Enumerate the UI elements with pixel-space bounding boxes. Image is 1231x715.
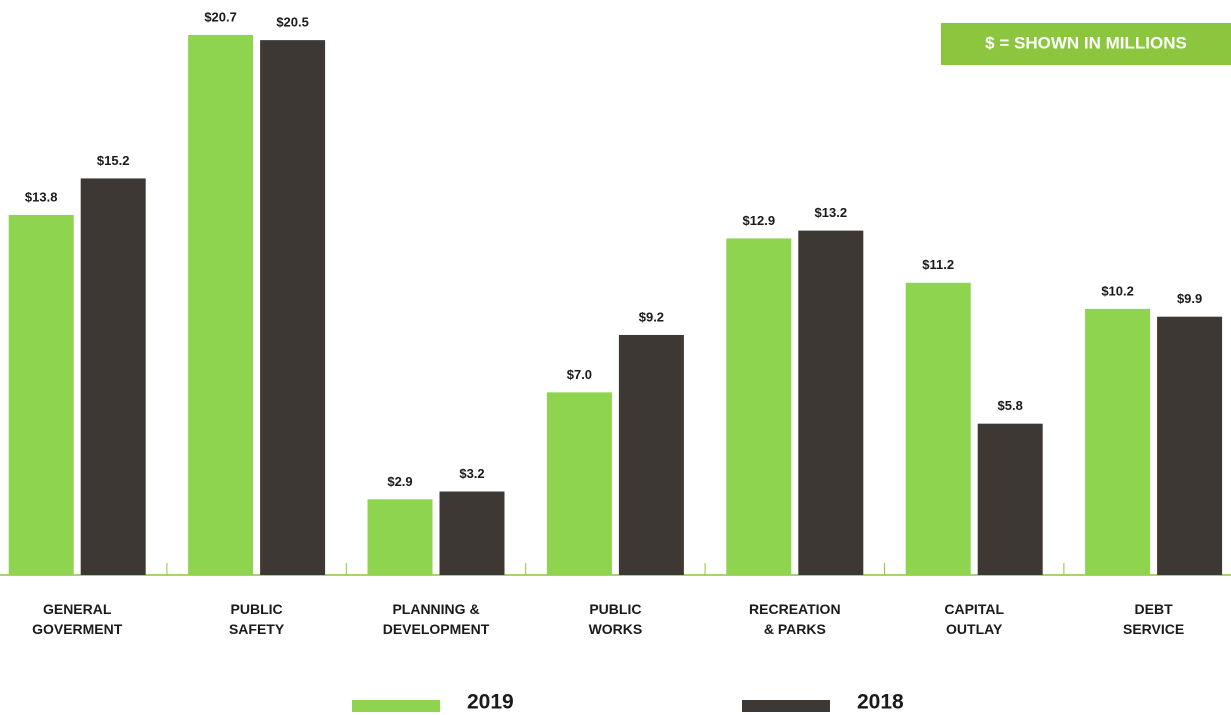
annotation-badge: [941, 23, 1231, 65]
bar: [798, 230, 864, 575]
bar: [1085, 308, 1151, 575]
bar: [439, 491, 505, 575]
x-tick-label: RECREATION & PARKS: [749, 601, 841, 637]
x-tick-label: CAPITAL OUTLAY: [944, 601, 1004, 637]
bar: [188, 34, 254, 575]
x-tick-label: PUBLIC SAFETY: [229, 601, 285, 637]
value-label: $12.9: [743, 213, 776, 228]
bar: [905, 282, 971, 575]
value-label: $11.2: [922, 257, 954, 272]
x-tick-label: GENERAL GOVERMENT: [32, 601, 123, 637]
bar: [260, 40, 326, 576]
bar: [80, 178, 146, 575]
value-label: $9.2: [639, 309, 664, 324]
value-label: $5.8: [998, 398, 1023, 413]
value-label: $9.9: [1177, 291, 1202, 306]
x-tick-label: PLANNING & DEVELOPMENT: [383, 601, 490, 637]
x-tick-label: PUBLIC WORKS: [589, 601, 643, 637]
value-label: $20.7: [204, 9, 237, 24]
value-label: $13.2: [815, 205, 848, 220]
bar: [1157, 316, 1223, 575]
value-label: $3.2: [459, 466, 484, 481]
value-label: $2.9: [387, 474, 412, 489]
value-label: $13.8: [25, 189, 58, 204]
value-label: $7.0: [567, 367, 592, 382]
annotation: $ = SHOWN IN MILLIONS: [985, 33, 1187, 52]
bar: [726, 238, 792, 575]
value-label: $10.2: [1101, 283, 1134, 298]
legend-swatch: [742, 700, 830, 712]
legend-label: 2019: [467, 691, 514, 714]
bar: [8, 214, 74, 576]
x-tick-label: DEBT SERVICE: [1123, 601, 1184, 637]
bar: [618, 334, 684, 575]
value-label: $20.5: [276, 15, 309, 30]
value-label: $15.2: [97, 153, 130, 168]
bar: [977, 423, 1043, 575]
legend-swatch: [352, 700, 440, 712]
legend-label: 2018: [857, 691, 904, 714]
bar: [546, 392, 612, 575]
bar: [367, 499, 433, 575]
